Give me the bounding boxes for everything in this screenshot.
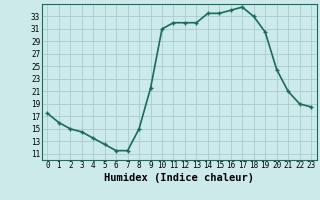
X-axis label: Humidex (Indice chaleur): Humidex (Indice chaleur) (104, 173, 254, 183)
